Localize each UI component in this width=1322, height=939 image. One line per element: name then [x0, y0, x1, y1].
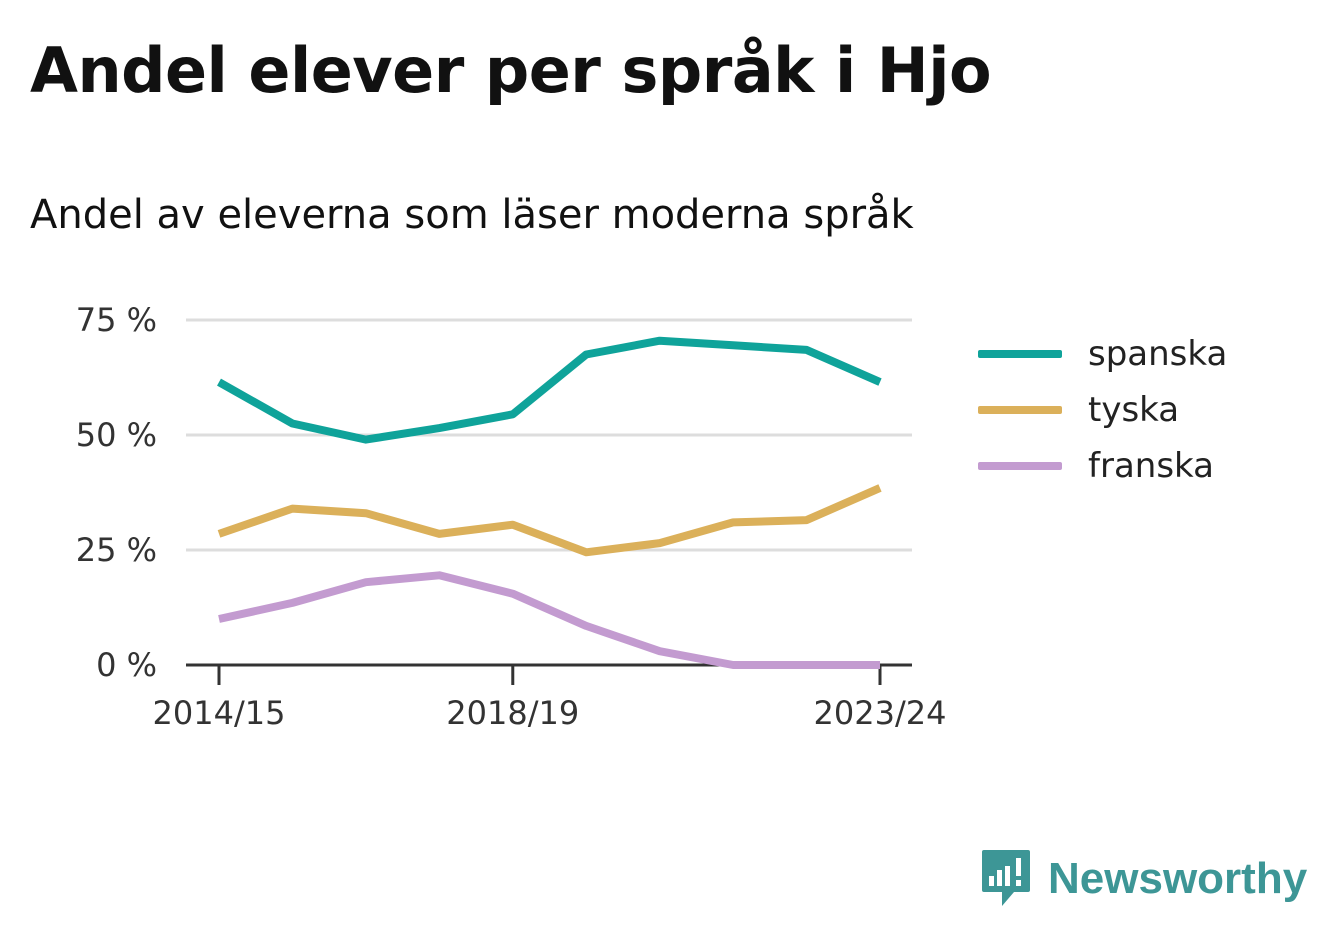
- x-axis-labels: 2014/15 2018/19 2023/24: [153, 694, 947, 732]
- chart-title: Andel elever per språk i Hjo: [30, 34, 992, 107]
- gridlines: [186, 318, 912, 552]
- y-tick-label: 25 %: [76, 531, 157, 569]
- chart-bubble-icon: [982, 850, 1030, 906]
- chart-subtitle: Andel av eleverna som läser moderna språ…: [30, 192, 914, 238]
- y-axis-labels: 0 % 25 % 50 % 75 %: [76, 301, 157, 684]
- legend-item-tyska: tyska: [978, 382, 1227, 438]
- brand: Newsworthy: [980, 848, 1307, 910]
- x-tick-label: 2023/24: [814, 694, 947, 732]
- series-lines: [217, 336, 882, 669]
- x-tick-label: 2018/19: [446, 694, 579, 732]
- y-tick-label: 50 %: [76, 416, 157, 454]
- brand-name: Newsworthy: [1048, 854, 1308, 903]
- legend-swatch: [978, 406, 1062, 414]
- y-tick-label: 75 %: [76, 301, 157, 339]
- legend-item-franska: franska: [978, 438, 1227, 494]
- legend-label: franska: [1088, 446, 1214, 486]
- series-line-spanska: [217, 336, 882, 444]
- legend-item-spanska: spanska: [978, 326, 1227, 382]
- legend: spanska tyska franska: [978, 326, 1227, 494]
- legend-label: spanska: [1088, 334, 1228, 374]
- legend-swatch: [978, 462, 1062, 470]
- legend-swatch: [978, 350, 1062, 358]
- x-tick-label: 2014/15: [153, 694, 286, 732]
- legend-label: tyska: [1088, 390, 1180, 430]
- series-line-franska: [218, 571, 880, 669]
- series-line-tyska: [217, 484, 882, 557]
- y-tick-label: 0 %: [96, 646, 157, 684]
